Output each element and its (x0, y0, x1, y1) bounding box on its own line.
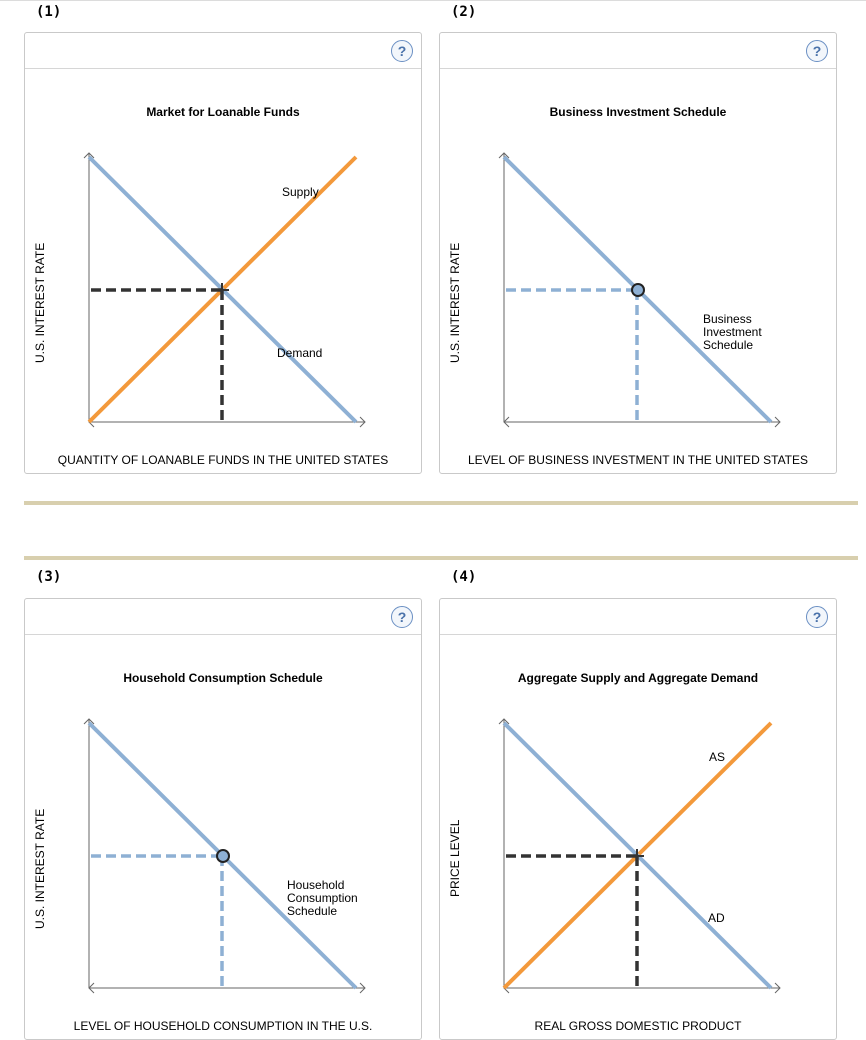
panel-toolbar: ? (25, 33, 421, 69)
help-icon[interactable]: ? (806, 40, 828, 62)
x-axis-label: QUANTITY OF LOANABLE FUNDS IN THE UNITED… (57, 453, 389, 467)
panel-aggregate-supply-demand: ? Aggregate Supply and Aggregate Demand … (439, 598, 837, 1040)
graph-title: Aggregate Supply and Aggregate Demand (517, 671, 759, 685)
panel-loanable-funds: ? Market for Loanable Funds U.S. INTERES… (24, 32, 422, 474)
label-line-3: Schedule (703, 338, 753, 352)
panel-toolbar: ? (440, 33, 836, 69)
demand-curve-label: Demand (277, 346, 322, 360)
label-line-2: Investment (703, 325, 762, 339)
question-number-2: (2) (451, 4, 477, 20)
supply-curve-label: Supply (282, 185, 319, 199)
graph-canvas[interactable]: AS AD (440, 599, 836, 1039)
investment-schedule-label: Business Investment Schedule (703, 312, 765, 352)
help-icon[interactable]: ? (391, 40, 413, 62)
label-line-3: Schedule (287, 904, 337, 918)
section-divider (24, 556, 858, 560)
question-number-4: (4) (451, 569, 477, 585)
axes (83, 718, 366, 994)
equilibrium-point-marker[interactable] (216, 849, 230, 863)
graph-title: Business Investment Schedule (549, 105, 727, 119)
x-axis-label: LEVEL OF BUSINESS INVESTMENT IN THE UNIT… (467, 453, 809, 467)
graph-title: Market for Loanable Funds (146, 105, 300, 119)
question-number-1: (1) (36, 4, 62, 20)
equilibrium-cross-marker[interactable] (630, 849, 644, 863)
ad-curve-label: AD (708, 911, 725, 925)
label-line-1: Business (703, 312, 752, 326)
panel-household-consumption: ? Household Consumption Schedule U.S. IN… (24, 598, 422, 1040)
question-number-3: (3) (36, 569, 62, 585)
equilibrium-cross-marker[interactable] (215, 283, 229, 297)
label-line-2: Consumption (287, 891, 358, 905)
graph-canvas[interactable]: Supply Demand (25, 33, 421, 473)
panel-business-investment: ? Business Investment Schedule U.S. INTE… (439, 32, 837, 474)
graph-canvas[interactable]: Business Investment Schedule (440, 33, 836, 473)
panel-toolbar: ? (25, 599, 421, 635)
graph-canvas[interactable]: Household Consumption Schedule (25, 599, 421, 1039)
consumption-schedule-label: Household Consumption Schedule (287, 878, 361, 918)
help-icon[interactable]: ? (391, 606, 413, 628)
as-curve-label: AS (709, 750, 725, 764)
help-icon[interactable]: ? (806, 606, 828, 628)
top-border (0, 0, 866, 1)
panel-toolbar: ? (440, 599, 836, 635)
section-divider (24, 501, 858, 505)
axes (498, 718, 781, 994)
equilibrium-point-marker[interactable] (631, 283, 645, 297)
graph-title: Household Consumption Schedule (123, 671, 323, 685)
label-line-1: Household (287, 878, 344, 892)
axes (498, 152, 781, 428)
